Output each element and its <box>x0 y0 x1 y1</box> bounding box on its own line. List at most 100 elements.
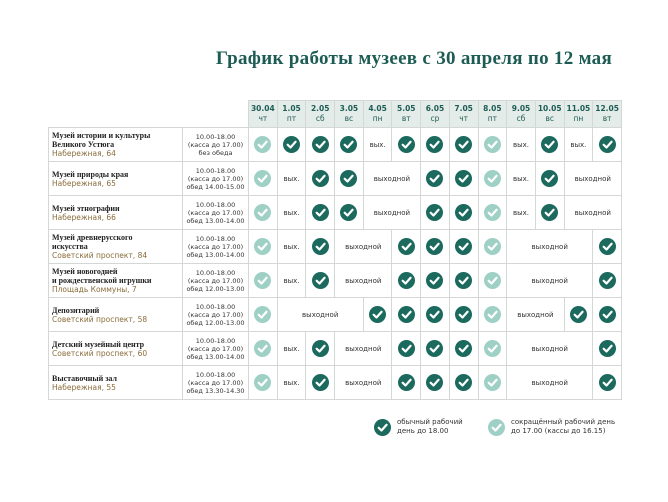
museum-row: Музей истории и культуры Великого Устюга Н… <box>48 127 622 162</box>
day-cell <box>448 195 479 230</box>
day-cell <box>248 331 278 366</box>
check-mark <box>343 208 355 217</box>
check-circle <box>541 136 559 153</box>
date-header: 7.05 чт <box>448 100 479 128</box>
hours-line: 10.00-18.00 <box>195 268 236 277</box>
check-mark <box>602 378 613 387</box>
check-circle <box>488 418 505 436</box>
day-cell <box>477 195 508 230</box>
day-cell <box>477 297 508 332</box>
museum-address: Площадь Коммуны, 7 <box>52 285 137 294</box>
day-cell <box>420 127 450 162</box>
check-short <box>483 204 501 221</box>
check-mark <box>487 276 498 285</box>
check-circle <box>598 238 616 255</box>
day-cell <box>420 365 450 400</box>
day-cell <box>477 229 508 264</box>
day-cell <box>534 127 565 162</box>
day-cell <box>420 161 450 196</box>
check-full <box>374 418 391 436</box>
day-cell <box>592 365 622 400</box>
day-cell <box>391 331 422 366</box>
day-cell <box>592 127 622 162</box>
check-mark <box>430 208 441 217</box>
day-cell <box>305 127 336 162</box>
check-mark <box>315 344 326 353</box>
header-row: 30.04 чт 1.05 пт 2.05 сб 3.05 вс 4.05 пн 5.05 вт 6.0… <box>48 100 622 128</box>
museum-cell: Музей новогодней и рождественской игрушки… <box>48 263 183 298</box>
legend-text: сокращённый рабочий день до 17.00 (кассы … <box>511 418 615 436</box>
check-mark <box>430 174 441 183</box>
check-full <box>340 204 358 221</box>
closed-cell: вых. <box>276 263 307 298</box>
day-cell <box>477 365 508 400</box>
day-cell <box>248 161 278 196</box>
day-cell <box>534 195 565 230</box>
day-cell <box>592 331 622 366</box>
museum-address: Набережная, 64 <box>52 149 116 158</box>
check-short <box>254 306 272 323</box>
date-header: 12.05 вт <box>592 100 622 128</box>
check-mark <box>401 276 412 285</box>
check-short <box>254 238 272 255</box>
weekday: вс <box>344 114 354 123</box>
check-mark <box>458 344 469 353</box>
check-full <box>455 238 473 255</box>
check-mark <box>257 140 269 149</box>
check-mark <box>257 378 269 387</box>
hours-line: обед 14.00-15.00 <box>186 182 245 191</box>
check-full <box>311 204 329 221</box>
check-full <box>426 272 444 289</box>
day-cell <box>248 127 278 162</box>
check-short <box>483 136 501 153</box>
check-circle <box>483 374 501 391</box>
museum-address: Советский проспект, 60 <box>52 348 148 358</box>
closed-cell: вых. <box>506 161 536 196</box>
museum-row: Музей этнографии Набережная, 66 10.00-18.0… <box>48 195 623 230</box>
museum-name: Музей истории и культуры <box>52 131 151 140</box>
check-mark <box>430 344 441 353</box>
check-full <box>426 238 444 255</box>
check-full <box>311 340 329 357</box>
check-circle <box>426 272 444 289</box>
weekday: вс <box>545 114 554 123</box>
check-circle <box>426 238 444 255</box>
weekday: чт <box>258 114 268 123</box>
check-full <box>369 306 387 323</box>
hours-line: обед 13.00-14.00 <box>186 216 245 225</box>
check-mark <box>458 208 469 217</box>
date: 11.05 <box>566 104 591 113</box>
check-full <box>455 340 473 357</box>
check-circle <box>311 136 329 153</box>
check-mark <box>487 310 498 319</box>
weekday: вт <box>401 114 411 123</box>
hours-line: (касса до 17.00) <box>187 208 244 217</box>
date-header: 10.05 вс <box>534 100 565 128</box>
day-cell <box>248 365 278 400</box>
check-short <box>254 204 272 221</box>
hours-line: 10.00-18.00 <box>195 302 236 311</box>
check-circle <box>483 272 501 289</box>
check-circle <box>455 306 473 323</box>
date: 6.05 <box>425 104 445 113</box>
closed-cell: вых. <box>276 161 307 196</box>
day-cell <box>448 161 479 196</box>
day-cell <box>448 127 479 162</box>
hours-line: обед 13.00-14.00 <box>186 250 245 259</box>
day-cell <box>477 331 508 366</box>
date: 9.05 <box>511 104 531 113</box>
day-cell <box>420 331 450 366</box>
check-circle <box>598 272 616 289</box>
check-full <box>598 374 616 391</box>
check-mark <box>401 140 412 149</box>
check-full <box>397 136 415 153</box>
check-mark <box>458 174 469 183</box>
museum-name: Музей природы края <box>52 169 129 179</box>
check-mark <box>401 242 412 251</box>
day-cell <box>391 263 422 298</box>
check-circle <box>254 204 272 221</box>
check-mark <box>257 344 269 353</box>
closed-cell: выходной <box>506 331 594 366</box>
day-cell <box>592 297 622 332</box>
